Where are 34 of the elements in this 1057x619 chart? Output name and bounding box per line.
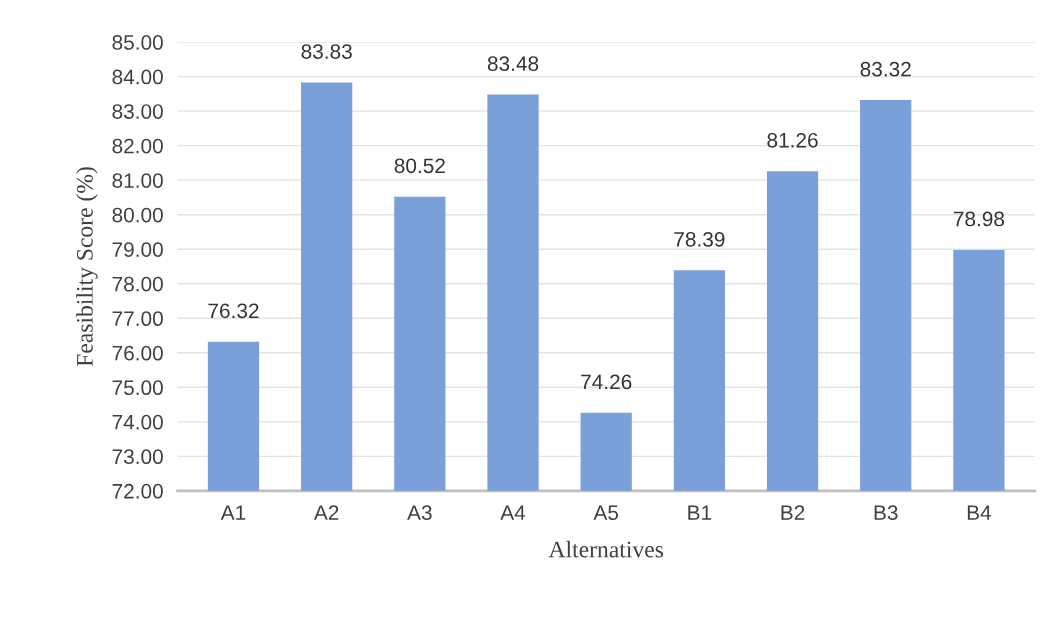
- data-label: 83.48: [487, 56, 539, 71]
- data-label: 78.39: [674, 231, 725, 247]
- y-tick-label: 79.00: [112, 242, 163, 257]
- y-tick-label: 78.00: [112, 276, 163, 292]
- x-tick-label: B1: [688, 505, 712, 520]
- data-label: 81.26: [767, 132, 818, 148]
- x-tick-label: B3: [874, 505, 898, 521]
- data-label: 83.83: [301, 44, 352, 59]
- y-tick-label: 82.00: [112, 138, 163, 154]
- x-tick-label: A4: [500, 505, 526, 520]
- y-tick-label: 74.00: [112, 414, 163, 430]
- data-label: 78.98: [953, 211, 1005, 227]
- x-tick-label: B4: [967, 505, 992, 520]
- x-tick-label: A2: [313, 505, 339, 520]
- y-tick-label: 72.00: [112, 483, 163, 499]
- x-tick-label: B2: [781, 505, 805, 520]
- data-label: 76.32: [208, 303, 259, 319]
- y-tick-label: 85.00: [112, 35, 163, 50]
- x-tick-label: A5: [593, 505, 619, 521]
- y-tick-label: 83.00: [112, 104, 163, 119]
- x-axis-title: Alternatives: [548, 540, 664, 558]
- y-axis-title: Feasibility Score (%): [76, 167, 98, 367]
- x-tick-label: A1: [220, 505, 246, 520]
- data-label: 74.26: [581, 374, 632, 390]
- y-tick-label: 77.00: [112, 311, 163, 327]
- y-tick-label: 73.00: [112, 449, 163, 465]
- data-label: 83.32: [860, 61, 911, 77]
- y-tick-label: 75.00: [112, 380, 163, 396]
- y-tick-label: 80.00: [112, 207, 163, 223]
- y-tick-label: 76.00: [112, 345, 163, 361]
- x-tick-label: A3: [407, 505, 432, 521]
- y-tick-label: 81.00: [112, 173, 163, 188]
- y-tick-label: 84.00: [112, 69, 163, 85]
- data-label: 80.52: [394, 158, 445, 174]
